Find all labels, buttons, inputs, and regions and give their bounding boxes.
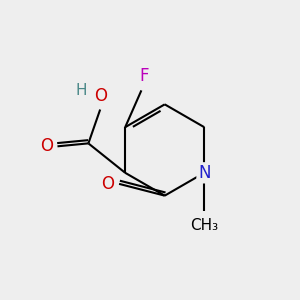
Text: CH₃: CH₃ (190, 218, 218, 233)
Text: O: O (101, 175, 114, 193)
Text: O: O (94, 87, 107, 105)
Text: N: N (198, 164, 211, 182)
Text: F: F (140, 67, 149, 85)
Text: O: O (40, 137, 53, 155)
Text: H: H (75, 83, 87, 98)
